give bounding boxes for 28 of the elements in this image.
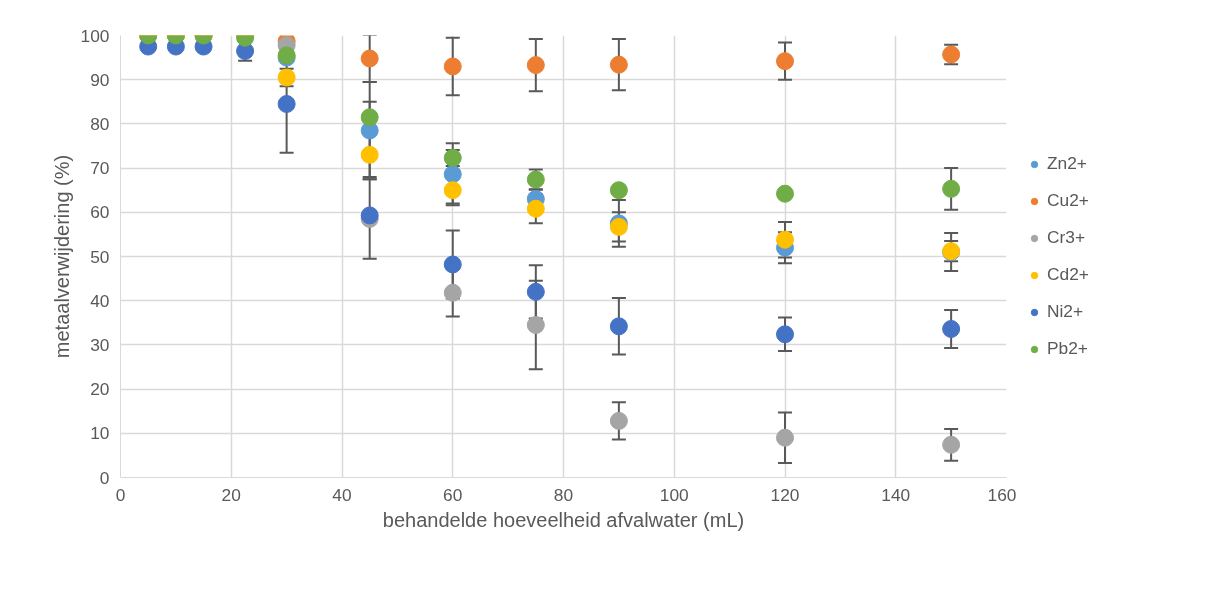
y-tick-label: 40	[90, 290, 110, 311]
y-tick-label: 10	[90, 423, 110, 444]
x-axis-title: behandelde hoeveelheid afvalwater (mL)	[382, 508, 745, 531]
legend-label: Ni2+	[1047, 301, 1084, 322]
x-tick-label: 100	[659, 484, 689, 505]
x-tick-label: 20	[221, 484, 241, 505]
x-tick-label: 120	[770, 484, 800, 505]
y-tick-label: 30	[90, 334, 110, 355]
x-tick-label: 0	[115, 484, 126, 505]
legend-label: Pb2+	[1047, 338, 1088, 359]
y-tick-label: 50	[90, 246, 110, 267]
x-tick-label: 60	[443, 484, 463, 505]
y-tick-label: 90	[90, 69, 110, 90]
x-tick-label: 80	[553, 484, 574, 505]
y-tick-label: 80	[90, 113, 110, 134]
x-tick-label: 160	[987, 484, 1017, 505]
y-tick-label: 100	[80, 25, 110, 46]
x-tick-label: 140	[881, 484, 911, 505]
y-tick-label: 20	[90, 379, 110, 400]
legend-label: Zn2+	[1047, 153, 1087, 174]
legend-label: Cu2+	[1047, 190, 1089, 211]
y-tick-label: 0	[99, 467, 110, 488]
x-tick-label: 40	[332, 484, 352, 505]
legend-label: Cd2+	[1047, 264, 1089, 285]
legend-label: Cr3+	[1047, 227, 1086, 248]
y-axis-title: metaalverwijdering (%)	[50, 154, 73, 359]
y-tick-label: 70	[90, 158, 110, 179]
y-tick-label: 60	[90, 202, 110, 223]
